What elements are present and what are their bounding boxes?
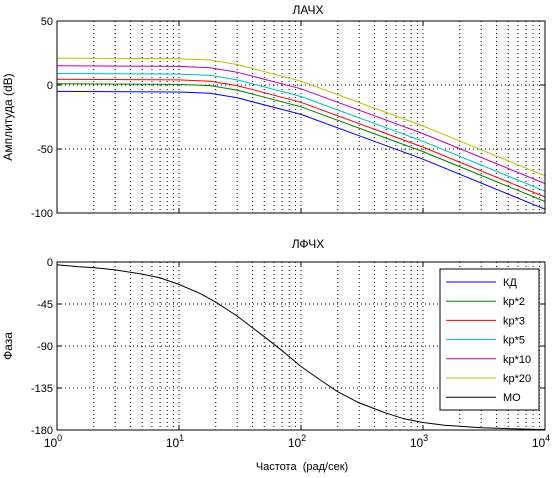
- legend-label: МО: [503, 392, 521, 404]
- phase-plot: ЛФЧХ -180-135-90-450 100 101 102 103 104 Фаз…: [1, 237, 550, 473]
- magnitude-title: ЛАЧХ: [293, 3, 324, 17]
- y-tick-label: -90: [37, 341, 53, 353]
- magnitude-series-lines: [56, 57, 546, 210]
- y-tick-label: -100: [31, 208, 53, 220]
- phase-series-lines: [56, 264, 546, 430]
- x-tick-exponent: 3: [423, 433, 428, 443]
- y-tick-label: -50: [37, 144, 53, 156]
- y-tick-label: -45: [37, 299, 53, 311]
- x-tick-exponent: 1: [179, 433, 184, 443]
- legend-label: kp*10: [503, 354, 531, 366]
- legend-label: kp*5: [503, 335, 525, 347]
- legend-items: КД kp*2 kp*3 kp*5 kp*10 kp*20 МО: [446, 277, 531, 404]
- series-line-kp5: [56, 73, 546, 192]
- y-tick-label: 50: [41, 16, 53, 28]
- magnitude-plot: ЛАЧХ -100 -50 0 50 Амплитуда (dB): [1, 3, 546, 220]
- series-line-mo: [56, 264, 546, 430]
- magnitude-grid: [57, 21, 545, 213]
- y-tick-label: 0: [47, 257, 53, 269]
- phase-y-axis-label: Фаза: [1, 332, 15, 360]
- y-tick-label: -135: [31, 383, 53, 395]
- magnitude-y-axis-label: Амплитуда (dB): [1, 73, 15, 160]
- series-line-kp20: [56, 57, 546, 177]
- x-tick-exponent: 4: [545, 433, 550, 443]
- phase-y-ticks: -180 -135 -90 -45 0: [31, 257, 545, 437]
- series-line-kd: [56, 90, 546, 210]
- y-tick-label: 0: [47, 80, 53, 92]
- phase-title: ЛФЧХ: [292, 237, 325, 251]
- series-line-kp10: [56, 65, 546, 185]
- legend-label: КД: [503, 277, 517, 289]
- x-tick-exponent: 0: [57, 433, 62, 443]
- x-tick-exponent: 2: [301, 433, 306, 443]
- y-tick-label: -180: [31, 425, 53, 437]
- legend: КД kp*2 kp*3 kp*5 kp*10 kp*20 МО: [439, 268, 540, 411]
- series-line-kp2: [56, 83, 546, 202]
- magnitude-y-ticks: -100 -50 0 50: [31, 16, 546, 220]
- series-line-kp3: [56, 78, 546, 198]
- phase-x-axis-label: Частота (рад/сек): [256, 461, 348, 473]
- legend-label: kp*20: [503, 373, 531, 385]
- legend-label: kp*3: [503, 315, 525, 327]
- legend-label: kp*2: [503, 296, 525, 308]
